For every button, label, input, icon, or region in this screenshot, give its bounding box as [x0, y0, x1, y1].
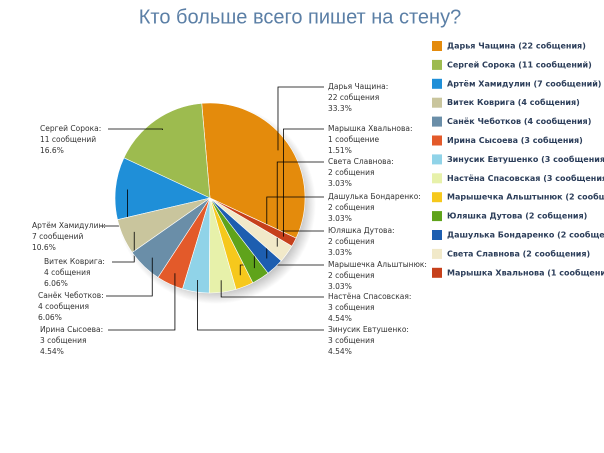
legend-label: Марышка Хвальнова (1 сообщение) [447, 267, 604, 277]
legend-label: Марышечка Альштынюк (2 сообщения [447, 192, 604, 202]
slice-label: 2 собщения [328, 203, 374, 212]
slice-label: 7 сообщений [32, 232, 84, 241]
slice-label: 10.6% [32, 243, 56, 252]
slice-label: Санёк Чеботков: [38, 291, 104, 300]
slice-label: 6.06% [38, 313, 62, 322]
legend-swatch [432, 135, 442, 146]
legend-swatch [432, 267, 442, 278]
pie-slice [123, 103, 211, 199]
legend-label: Ирина Сысоева (3 собщения) [447, 135, 583, 145]
slice-label: 6.06% [44, 279, 68, 288]
leader-line [276, 161, 324, 247]
leader-line [239, 264, 324, 276]
legend-swatch [432, 41, 442, 51]
legend-label: Юляшка Дутова (2 собщения) [447, 211, 587, 221]
slice-label: Витек Коврига: [44, 257, 105, 266]
legend-label: Зинусик Евтушенко (3 сообщения) [447, 154, 604, 164]
leader-line [277, 86, 324, 151]
slice-label: 2 собщения [328, 237, 374, 246]
chart-title: Кто больше всего пишет на стену? [139, 6, 461, 28]
slice-label: Артём Хамидулин: [32, 221, 106, 230]
slice-label: Света Славнова: [328, 157, 394, 166]
slice-label: 16.6% [40, 146, 64, 155]
legend-swatch [432, 116, 442, 127]
legend-swatch [432, 154, 442, 165]
pie-slice [201, 102, 306, 239]
slice-label: 4.54% [328, 347, 352, 356]
leader-line [283, 128, 324, 237]
leader-line [112, 231, 135, 263]
slice-label: 3.03% [328, 179, 352, 188]
legend-swatch [432, 248, 442, 259]
slice-label: 3 собщения [40, 336, 86, 345]
legend-label: Дарья Чащина (22 собщения) [447, 41, 586, 51]
slice-label: 1.51% [328, 146, 352, 155]
leader-line [106, 257, 153, 297]
slice-label: 3 собщения [328, 303, 374, 312]
legend-swatch [432, 230, 442, 240]
slice-label: 2 собщения [328, 168, 374, 177]
legend-label: Дашулька Бондаренко (2 сообщения) [447, 230, 604, 240]
legend-swatch [432, 97, 442, 108]
legend-swatch [432, 78, 442, 89]
slice-label: Марышечка Альштынюк: [328, 260, 427, 269]
slice-label: 2 собщения [328, 271, 374, 280]
legend-label: Сергей Сорока (11 сообщений) [447, 59, 592, 69]
slice-label: 4.54% [40, 347, 64, 356]
legend-label: Витек Коврига (4 собщения) [447, 97, 580, 107]
slice-label: 3 собщения [328, 336, 374, 345]
slice-label: 1 сообщение [328, 135, 380, 144]
leader-line [108, 128, 163, 131]
legend-swatch [432, 59, 442, 70]
slice-label: 4 собщения [44, 268, 90, 277]
slice-label: 3.03% [328, 282, 352, 291]
legend-label: Санёк Чеботков (4 сообщения) [447, 116, 591, 126]
slice-label: 4 сообщения [38, 302, 89, 311]
legend-label: Артём Хамидулин (7 сообщений) [447, 78, 601, 88]
leader-line [197, 280, 324, 331]
pie-slice [209, 197, 297, 247]
legend-label: Света Славнова (2 сообщения) [447, 248, 590, 258]
legend-swatch [432, 211, 442, 222]
slice-label: Юляшка Дутова: [328, 226, 395, 235]
leader-line [220, 280, 324, 298]
slice-label: 3.03% [328, 248, 352, 257]
slice-label: 3.03% [328, 214, 352, 223]
legend-swatch [432, 192, 442, 203]
slice-label: Ирина Сысоева: [40, 325, 103, 334]
slice-label: Дарья Чащина: [328, 82, 388, 91]
slice-label: 33.3% [328, 104, 352, 113]
slice-label: 22 собщения [328, 93, 379, 102]
slice-label: Зинусик Евтушенко: [328, 325, 409, 334]
slice-label: Марышка Хвальнова: [328, 124, 413, 133]
slice-label: Сергей Сорока: [40, 124, 101, 133]
slice-label: 4.54% [328, 314, 352, 323]
slice-label: 11 сообщений [40, 135, 96, 144]
legend-label: Настёна Спасовская (3 сообщения) [447, 173, 604, 183]
slice-label: Настёна Спасовская: [328, 292, 411, 301]
leader-line [108, 273, 176, 331]
legend-swatch [432, 173, 442, 184]
slice-label: Дашулька Бондаренко: [328, 192, 421, 201]
